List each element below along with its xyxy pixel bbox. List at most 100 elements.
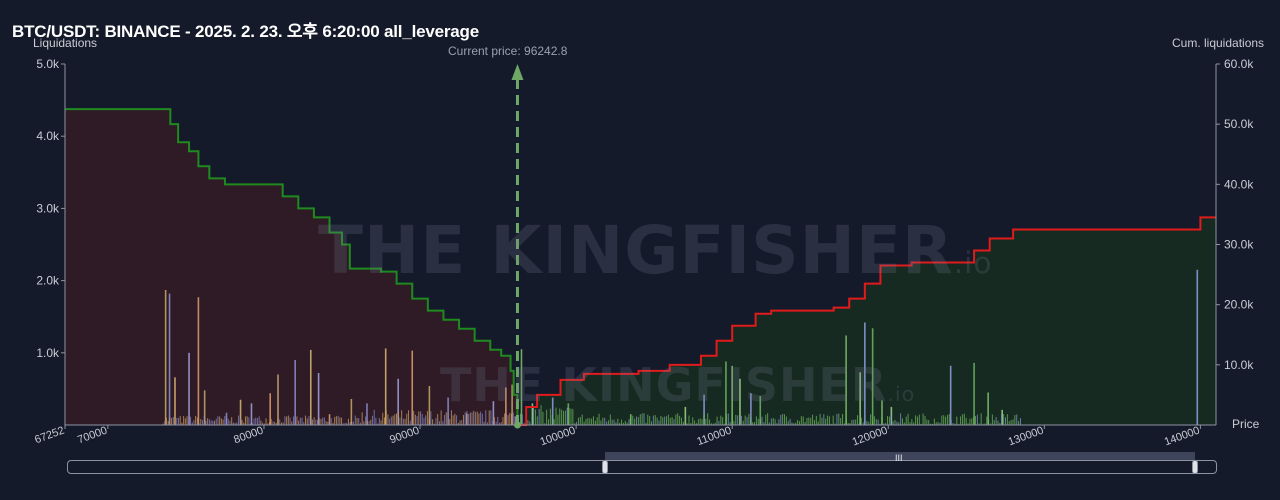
- liq-bar-below: [493, 417, 495, 425]
- liq-bar-below: [195, 415, 197, 425]
- liq-bar-above: [943, 415, 945, 425]
- liq-bar-below: [227, 418, 229, 425]
- liq-bar-above: [533, 407, 535, 425]
- liq-bar-above: [832, 415, 834, 425]
- zoom-slider-left-handle[interactable]: [602, 460, 608, 474]
- liq-bar-above: [995, 417, 997, 425]
- x-tick-label: 67252: [33, 425, 66, 447]
- zoom-slider-grip[interactable]: III: [895, 453, 903, 463]
- liq-bar-above: [1012, 419, 1014, 425]
- liq-bar-above: [632, 415, 634, 425]
- liq-bar-above: [534, 409, 536, 425]
- liq-bar-below: [298, 420, 300, 425]
- liq-bar-above: [958, 423, 960, 425]
- zoom-slider-track[interactable]: [67, 460, 1217, 474]
- liq-bar-below: [442, 421, 444, 425]
- liq-bar-below: [457, 422, 459, 425]
- liq-bar-above: [956, 416, 958, 425]
- liq-bar-below: [309, 349, 312, 425]
- liq-bar-above: [885, 422, 887, 425]
- liq-bar-above: [808, 417, 810, 425]
- liq-bar-above: [666, 416, 668, 425]
- liq-bar-below: [420, 411, 422, 425]
- liq-bar-below: [440, 410, 442, 425]
- liq-bar-below: [445, 412, 447, 425]
- liq-bar-below: [395, 413, 397, 425]
- liq-bar-above: [759, 396, 762, 425]
- liq-bar-above: [800, 416, 802, 425]
- liq-bar-below: [478, 413, 480, 425]
- liq-bar-above: [754, 422, 756, 425]
- liq-bar-below: [366, 420, 368, 425]
- liq-bar-below: [351, 421, 353, 425]
- liq-bar-below: [411, 412, 413, 425]
- liq-bar-above: [703, 394, 705, 425]
- liq-bar-above: [916, 416, 918, 425]
- liq-bar-above: [643, 413, 645, 425]
- liq-bar-below: [322, 417, 324, 425]
- liq-bar-below: [514, 416, 517, 425]
- liq-bar-above: [675, 414, 677, 425]
- liq-bar-below: [250, 403, 253, 425]
- y-tick-label: 4.0k: [36, 129, 60, 143]
- liq-bar-below: [363, 421, 365, 425]
- liq-bar-above: [761, 416, 763, 425]
- right-axis-label: Cum. liquidations: [1172, 36, 1265, 50]
- y2-tick-label: 30.0k: [1224, 238, 1254, 252]
- liq-bar-below: [495, 421, 497, 425]
- liq-bar-above: [1016, 414, 1018, 425]
- liq-bar-above: [615, 422, 617, 425]
- liq-bar-above: [567, 403, 570, 425]
- liq-bar-above: [755, 416, 757, 425]
- liq-bar-below: [511, 384, 513, 425]
- liq-bar-above: [1003, 414, 1005, 425]
- liq-bar-below: [277, 417, 279, 425]
- liq-bar-above: [999, 423, 1001, 425]
- liq-bar-above: [840, 417, 842, 425]
- liq-bar-below: [265, 418, 267, 425]
- liq-bar-below: [208, 419, 210, 425]
- liq-bar-above: [860, 417, 862, 425]
- liq-bar-below: [226, 417, 228, 425]
- long-cum-line: [517, 216, 1216, 426]
- liq-bar-above: [913, 422, 915, 425]
- liq-bar-below: [174, 377, 176, 425]
- liq-bar-above: [812, 414, 814, 425]
- liq-bar-below: [468, 413, 470, 425]
- y-tick-label: 5.0k: [36, 57, 60, 71]
- liq-bar-above: [538, 408, 540, 425]
- liq-bar-below: [260, 420, 262, 425]
- liq-bar-below: [359, 422, 361, 425]
- zoom-slider-right-handle[interactable]: [1192, 460, 1198, 474]
- liq-bar-above: [965, 417, 967, 425]
- liq-bar-above: [827, 415, 829, 425]
- liq-bar-above: [669, 417, 671, 425]
- liq-bar-above: [684, 419, 686, 425]
- liq-bar-above: [621, 419, 623, 425]
- liq-bar-above: [787, 420, 789, 425]
- liq-bar-above: [1018, 421, 1020, 425]
- liq-bar-below: [231, 417, 233, 425]
- liq-bar-above: [602, 417, 604, 425]
- liq-bar-below: [198, 423, 200, 425]
- liq-bar-above: [606, 421, 608, 425]
- liq-bar-above: [651, 421, 653, 425]
- liq-bar-below: [205, 420, 207, 425]
- cum-areas: [65, 109, 1216, 425]
- liq-bar-above: [806, 417, 808, 425]
- liq-bar-above: [817, 421, 819, 425]
- liq-bar-above: [557, 414, 559, 425]
- liq-bar-above: [551, 415, 553, 425]
- liq-bar-below: [306, 418, 308, 425]
- liq-bar-above: [772, 418, 774, 425]
- liq-bar-below: [315, 419, 317, 425]
- liq-bar-below: [186, 416, 188, 425]
- liq-bar-below: [404, 418, 406, 425]
- liq-bar-above: [562, 410, 564, 425]
- y2-tick-label: 50.0k: [1224, 117, 1254, 131]
- liq-bar-below: [244, 416, 246, 425]
- liq-bar-above: [680, 417, 682, 425]
- liq-bar-below: [505, 413, 507, 425]
- liq-bar-below: [317, 419, 319, 425]
